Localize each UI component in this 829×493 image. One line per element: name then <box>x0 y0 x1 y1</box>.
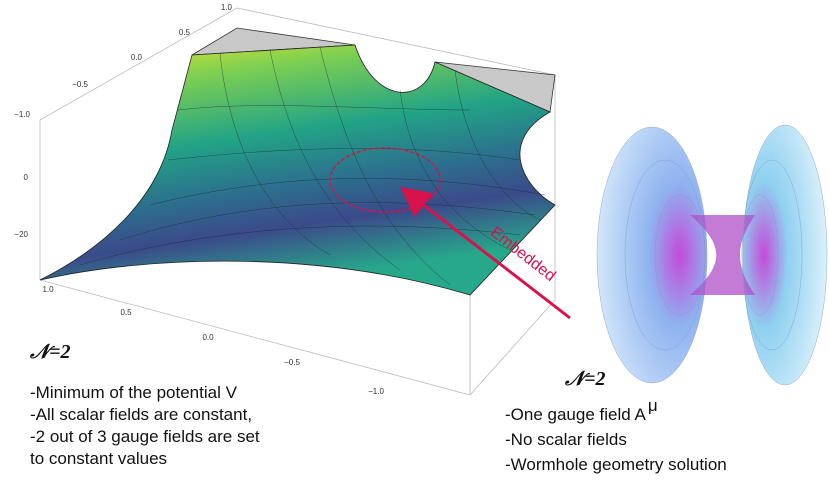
tick-label: 0.5 <box>179 28 191 37</box>
tick-label: 0.0 <box>131 53 143 62</box>
bullet-line: -Wormhole geometry solution <box>505 455 727 474</box>
tick-label: 1.0 <box>42 285 54 294</box>
tick-label: −1.0 <box>368 387 384 396</box>
bullet-line: -Minimum of the potential V <box>30 383 238 402</box>
surface <box>40 28 555 295</box>
superscript: μ <box>648 396 658 415</box>
wormhole <box>597 125 827 385</box>
right-label: 𝒩=2 <box>564 368 606 390</box>
slide: 1.00.50.0−0.5−1.00−201.00.50.0−0.5−1.0 E… <box>0 0 829 488</box>
bullet-line: -All scalar fields are constant, <box>30 405 252 424</box>
tick-label: −0.5 <box>72 80 88 89</box>
tick-label: 0.0 <box>202 333 214 342</box>
left-label: 𝒩=2 <box>29 341 71 363</box>
left-text: -Minimum of the potential V -All scalar f… <box>30 383 260 468</box>
tick-label: 0.5 <box>120 308 132 317</box>
bullet-line: -2 out of 3 gauge fields are set <box>30 427 260 446</box>
bullet-line: -No scalar fields <box>505 430 627 449</box>
tick-label: 1.0 <box>221 3 233 12</box>
tick-label: 0 <box>24 173 29 182</box>
tick-label: −0.5 <box>284 358 300 367</box>
tick-label: −20 <box>14 230 28 239</box>
tick-label: −1.0 <box>14 110 30 119</box>
bullet-line: -One gauge field A <box>505 405 646 424</box>
bullet-line: to constant values <box>30 449 167 468</box>
